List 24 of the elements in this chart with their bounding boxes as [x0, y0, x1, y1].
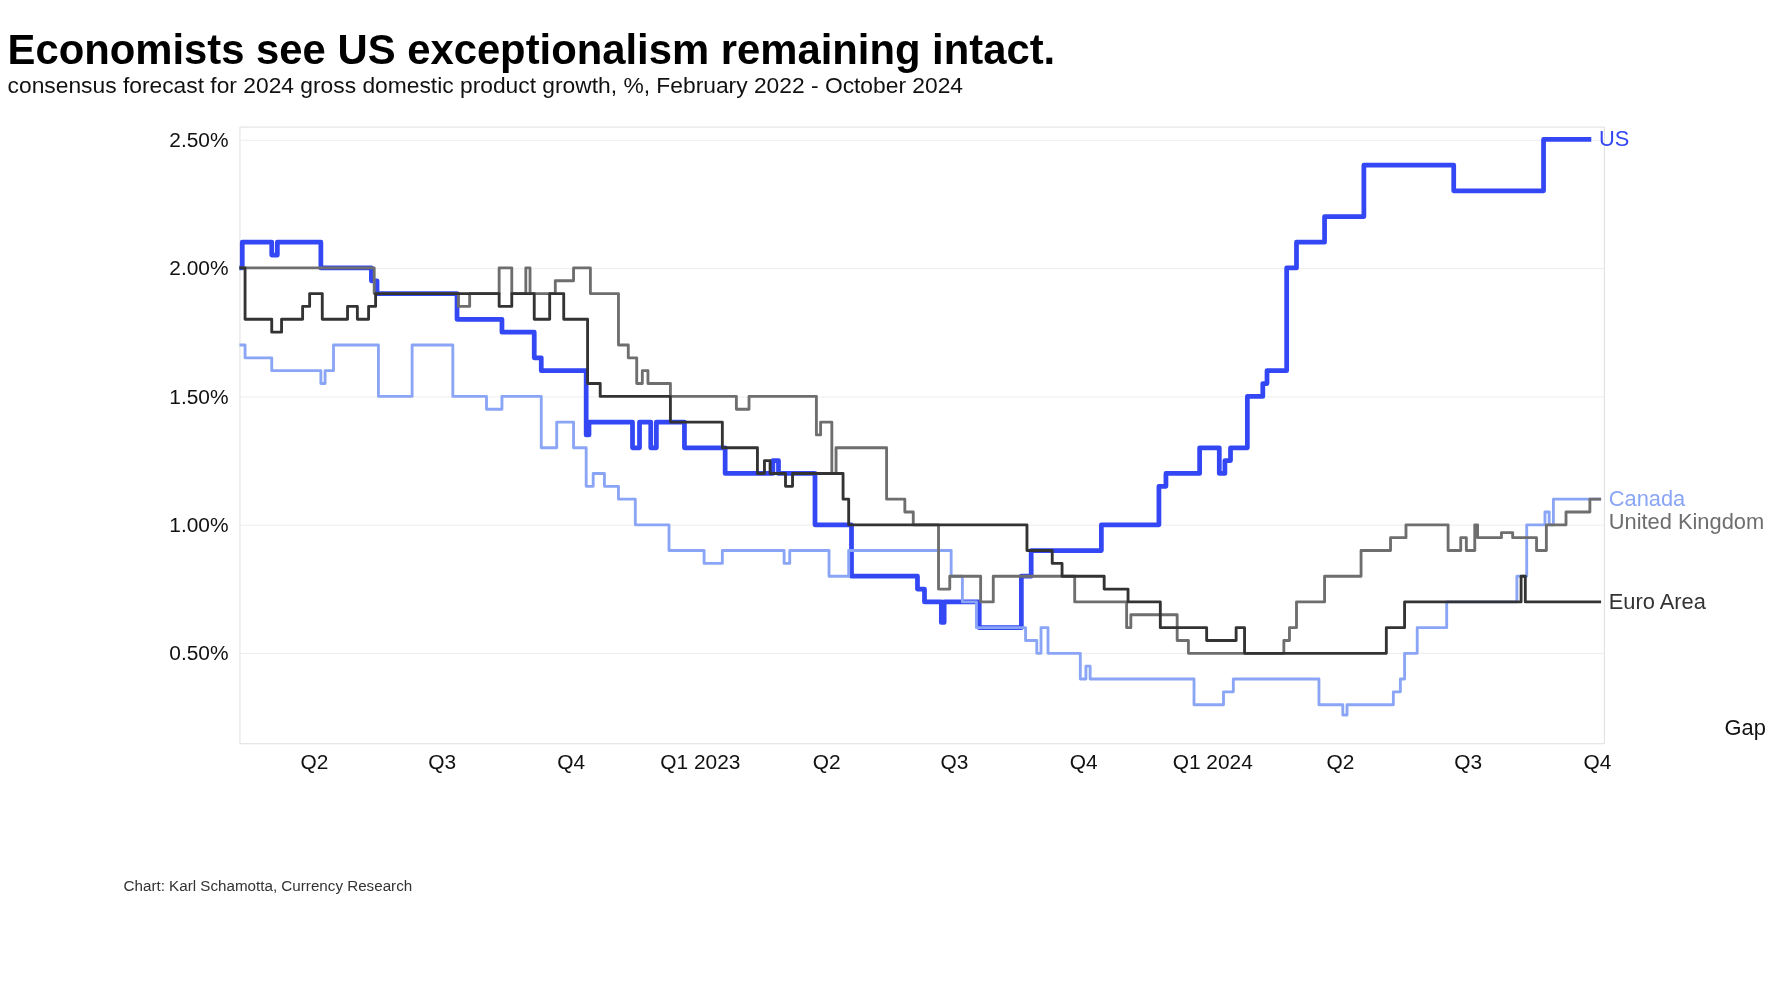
y-tick-label: 0.50% [169, 641, 229, 665]
series-label: Euro Area [1608, 588, 1707, 614]
x-tick-label: Q3 [1454, 750, 1483, 774]
x-tick-label: Q3 [428, 750, 456, 774]
series-label: Canada [1608, 485, 1687, 511]
x-tick-label: Q2 [1326, 750, 1355, 774]
chart-subtitle: consensus forecast for 2024 gross domestic product growth, %, February 2022 - October 2024 [7, 72, 964, 99]
series-label: US [1598, 126, 1630, 152]
x-tick-label: Q2 [812, 750, 841, 774]
x-tick-label: Q1 2023 [660, 750, 741, 774]
chart-title: Economists see US exceptionalism remaining intact. [7, 25, 1056, 73]
y-tick-label: 1.50% [169, 384, 229, 408]
text: Chart: Karl Schamotta, Currency Research [123, 876, 413, 894]
y-tick-label: 2.00% [169, 256, 229, 280]
text: Gap [1724, 714, 1766, 740]
y-tick-label: 2.50% [169, 127, 229, 151]
series-label: United Kingdom [1608, 508, 1765, 534]
x-tick-label: Q4 [557, 750, 586, 774]
x-tick-label: Q4 [1583, 750, 1612, 774]
x-tick-label: Q3 [940, 750, 969, 774]
x-tick-label: Q2 [300, 750, 329, 774]
y-tick-label: 1.00% [169, 512, 229, 536]
x-tick-label: Q1 2024 [1172, 750, 1253, 774]
x-tick-label: Q4 [1069, 750, 1098, 774]
